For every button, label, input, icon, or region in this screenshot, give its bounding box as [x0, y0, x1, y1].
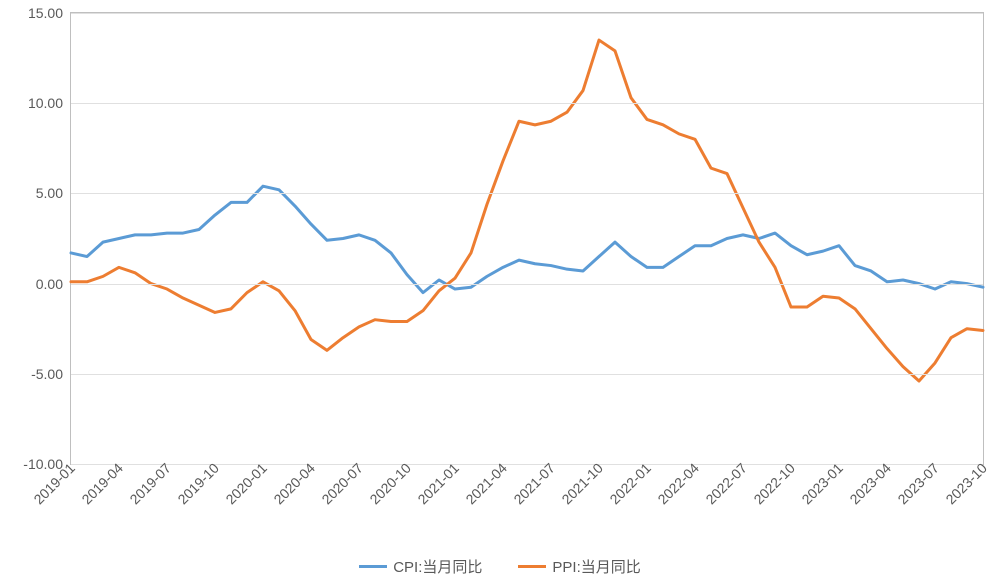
y-axis-tick-label: 5.00 [36, 185, 63, 201]
plot-area: -10.00-5.000.005.0010.0015.002019-012019… [70, 12, 984, 465]
x-axis-tick-label: 2023-04 [846, 460, 894, 508]
gridline [71, 193, 983, 194]
x-axis-tick-label: 2019-10 [174, 460, 222, 508]
line-series [71, 40, 983, 381]
gridline [71, 103, 983, 104]
x-axis-tick-label: 2020-07 [318, 460, 366, 508]
chart-container: -10.00-5.000.005.0010.0015.002019-012019… [0, 0, 1000, 583]
line-series-layer [71, 13, 983, 464]
x-axis-tick-label: 2023-10 [942, 460, 990, 508]
y-axis-tick-label: -5.00 [31, 366, 63, 382]
x-axis-tick-label: 2021-01 [414, 460, 462, 508]
legend-item: PPI:当月同比 [518, 556, 640, 577]
x-axis-tick-label: 2023-07 [894, 460, 942, 508]
x-axis-tick-label: 2023-01 [798, 460, 846, 508]
line-series [71, 186, 983, 292]
x-axis-tick-label: 2020-10 [366, 460, 414, 508]
x-axis-tick-label: 2019-07 [126, 460, 174, 508]
legend-label: PPI:当月同比 [552, 556, 640, 577]
x-axis-tick-label: 2019-04 [78, 460, 126, 508]
legend-item: CPI:当月同比 [359, 556, 482, 577]
gridline [71, 374, 983, 375]
x-axis-tick-label: 2022-01 [606, 460, 654, 508]
gridline [71, 13, 983, 14]
x-axis-tick-label: 2020-04 [270, 460, 318, 508]
legend-label: CPI:当月同比 [393, 556, 482, 577]
x-axis-tick-label: 2022-07 [702, 460, 750, 508]
legend: CPI:当月同比 PPI:当月同比 [0, 555, 1000, 577]
y-axis-tick-label: 10.00 [28, 95, 63, 111]
x-axis-tick-label: 2022-10 [750, 460, 798, 508]
x-axis-tick-label: 2020-01 [222, 460, 270, 508]
y-axis-tick-label: 0.00 [36, 276, 63, 292]
x-axis-tick-label: 2021-10 [558, 460, 606, 508]
gridline [71, 284, 983, 285]
y-axis-tick-label: 15.00 [28, 5, 63, 21]
x-axis-tick-label: 2021-07 [510, 460, 558, 508]
x-axis-tick-label: 2022-04 [654, 460, 702, 508]
legend-swatch [518, 565, 546, 568]
x-axis-tick-label: 2021-04 [462, 460, 510, 508]
legend-swatch [359, 565, 387, 568]
